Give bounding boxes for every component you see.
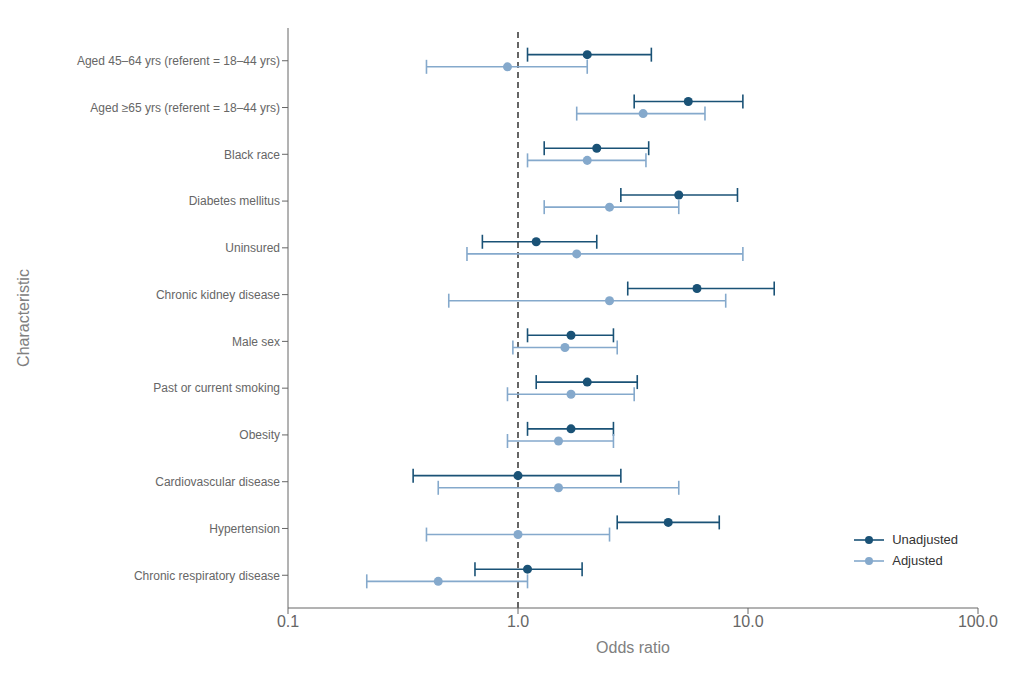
svg-text:Aged 45–64 yrs (referent = 18–: Aged 45–64 yrs (referent = 18–44 yrs): [77, 54, 280, 68]
html-text:Unadjusted: Unadjusted: [892, 532, 958, 547]
svg-text:Odds ratio: Odds ratio: [596, 639, 670, 656]
svg-text:Uninsured: Uninsured: [225, 241, 280, 255]
svg-text:Male sex: Male sex: [232, 335, 280, 349]
svg-text:Past or current smoking: Past or current smoking: [153, 381, 280, 395]
svg-text:Black race: Black race: [224, 148, 280, 162]
svg-text:Diabetes mellitus: Diabetes mellitus: [189, 194, 280, 208]
svg-text:10.0: 10.0: [732, 613, 763, 630]
svg-text:100.0: 100.0: [958, 613, 998, 630]
svg-text:Chronic kidney disease: Chronic kidney disease: [156, 288, 280, 302]
html-text:Adjusted: Adjusted: [892, 553, 943, 568]
svg-text:Characteristic: Characteristic: [15, 269, 32, 367]
svg-text:Cardiovascular disease: Cardiovascular disease: [155, 475, 280, 489]
svg-text:Chronic respiratory disease: Chronic respiratory disease: [134, 569, 280, 583]
svg-text:Obesity: Obesity: [239, 428, 280, 442]
svg-text:Aged ≥65 yrs (referent = 18–44: Aged ≥65 yrs (referent = 18–44 yrs): [90, 101, 280, 115]
svg-text:1.0: 1.0: [507, 613, 529, 630]
svg-text:Hypertension: Hypertension: [209, 522, 280, 536]
svg-text:0.1: 0.1: [277, 613, 299, 630]
